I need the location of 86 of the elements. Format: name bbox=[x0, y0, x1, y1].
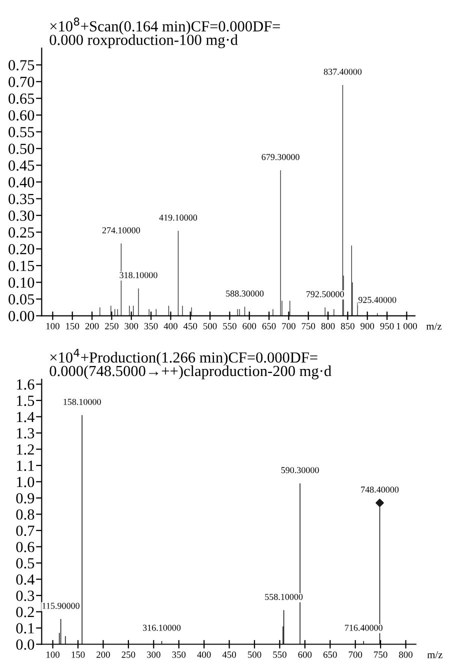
chart-title: ×10$^{8}$+Scan(0.164 min)CF=0.000DF= 0.000 roxproduction-100 mg·d bbox=[50, 18, 280, 48]
x-tick-label: 650 bbox=[323, 651, 337, 658]
annotation: 925.40000 bbox=[358, 296, 396, 303]
x-tick-label: 700 bbox=[282, 322, 296, 330]
x-tick-label: 100 bbox=[46, 651, 60, 658]
x-tick-label: 400 bbox=[197, 651, 211, 658]
x-tick-label: 150 bbox=[66, 322, 80, 330]
y-tick-label: 0.05 bbox=[8, 294, 34, 305]
y-tick-label: 0.55 bbox=[8, 126, 34, 138]
y-tick-label: 0.5 bbox=[16, 558, 34, 568]
y-tick-label: 0.15 bbox=[8, 260, 34, 272]
x-axis-title: m/z bbox=[426, 322, 442, 330]
x-tick-label: 850 bbox=[340, 322, 354, 330]
annotation: 792.50000 bbox=[306, 291, 344, 298]
annotation: 274.10000 bbox=[102, 227, 140, 234]
x-tick-label: 750 bbox=[374, 651, 388, 658]
y-tick-label: 0.0 bbox=[16, 639, 34, 650]
x-tick-label: 1 000 bbox=[396, 322, 417, 330]
y-tick-label: 0.30 bbox=[8, 210, 34, 221]
annotation: 716.40000 bbox=[345, 624, 382, 631]
y-tick-label: 0.3 bbox=[16, 590, 34, 602]
x-tick-label: 350 bbox=[172, 651, 186, 658]
x-tick-label: 250 bbox=[122, 651, 136, 658]
x-tick-label: 800 bbox=[321, 322, 335, 330]
y-tick-label: 0.10 bbox=[8, 277, 34, 288]
y-tick-label: 0.70 bbox=[8, 76, 34, 88]
y-tick-label: 0.1 bbox=[16, 623, 34, 634]
y-tick-label: 0.20 bbox=[8, 244, 34, 254]
x-tick-label: 200 bbox=[96, 651, 110, 658]
annotation: 558.10000 bbox=[265, 594, 303, 600]
x-tick-label: 750 bbox=[302, 322, 316, 330]
x-tick-label: 600 bbox=[242, 322, 256, 330]
x-tick-label: 700 bbox=[348, 651, 362, 658]
x-tick-label: 600 bbox=[298, 651, 312, 658]
annotation: 316.10000 bbox=[142, 624, 181, 631]
x-tick-label: 950 bbox=[380, 322, 394, 330]
y-tick-label: 1.2 bbox=[16, 444, 34, 455]
x-tick-label: 300 bbox=[146, 651, 160, 658]
x-tick-label: 500 bbox=[248, 651, 262, 658]
x-tick-label: 800 bbox=[399, 651, 412, 658]
x-tick-label: 450 bbox=[183, 322, 198, 330]
x-tick-label: 550 bbox=[223, 322, 236, 330]
x-tick-label: 550 bbox=[273, 651, 286, 658]
x-tick-label: 250 bbox=[105, 322, 118, 330]
y-tick-label: 0.7 bbox=[16, 526, 34, 536]
annotation: 679.30000 bbox=[262, 154, 300, 160]
x-tick-label: 500 bbox=[203, 322, 217, 330]
y-tick-label: 0.50 bbox=[8, 144, 34, 154]
y-tick-label: 0.65 bbox=[8, 93, 34, 104]
x-tick-label: 100 bbox=[46, 322, 60, 330]
x-tick-label: 300 bbox=[124, 322, 138, 330]
y-tick-label: 0.6 bbox=[16, 542, 34, 552]
x-tick-label: 200 bbox=[85, 322, 99, 330]
x-tick-label: 650 bbox=[262, 322, 276, 330]
x-tick-label: 400 bbox=[164, 322, 178, 330]
y-tick-label: 0.00 bbox=[8, 310, 34, 322]
annotation: 158.10000 bbox=[64, 398, 101, 405]
x-tick-label: 450 bbox=[222, 651, 236, 658]
y-tick-label: 1.3 bbox=[16, 428, 34, 438]
x-tick-label: 150 bbox=[72, 651, 85, 658]
annotation: 419.10000 bbox=[159, 214, 198, 221]
x-tick-label: 900 bbox=[360, 322, 374, 330]
y-tick-label: 0.4 bbox=[16, 574, 34, 585]
annotation: 748.40000 bbox=[361, 486, 399, 493]
annotation: 588.30000 bbox=[226, 290, 264, 297]
annotation: 837.40000 bbox=[324, 68, 362, 75]
y-tick-label: 1.0 bbox=[16, 476, 34, 488]
y-tick-label: 0.40 bbox=[8, 177, 34, 188]
chart-title: ×10$^{4}$+Production(1.266 min)CF=0.000DF= 0.000(748.5000→++)claproduction-200 mg·d bbox=[50, 348, 332, 380]
x-tick-label: 350 bbox=[144, 322, 158, 330]
y-tick-label: 1.6 bbox=[16, 379, 34, 390]
y-tick-label: 0.9 bbox=[16, 493, 34, 504]
y-tick-label: 0.75 bbox=[8, 60, 34, 70]
x-axis-title: m/z bbox=[427, 651, 442, 658]
y-tick-label: 0.8 bbox=[16, 509, 34, 520]
annotation: 590.30000 bbox=[281, 467, 319, 474]
y-tick-label: 1.4 bbox=[16, 412, 34, 422]
y-tick-label: 0.35 bbox=[8, 194, 34, 204]
annotation: 115.90000 bbox=[42, 602, 80, 609]
y-tick-label: 1.1 bbox=[16, 460, 34, 471]
y-tick-label: 1.5 bbox=[16, 396, 34, 406]
y-tick-label: 0.45 bbox=[8, 160, 34, 171]
y-tick-label: 0.25 bbox=[8, 227, 34, 238]
y-tick-label: 0.2 bbox=[16, 606, 34, 618]
y-tick-label: 0.60 bbox=[8, 110, 34, 121]
annotation: 318.10000 bbox=[120, 272, 158, 278]
